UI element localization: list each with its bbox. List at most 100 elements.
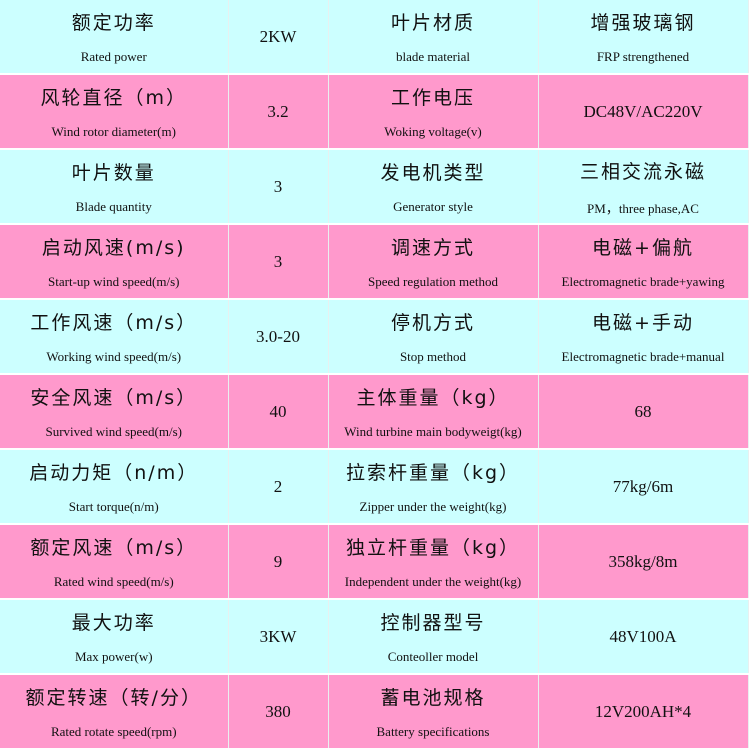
param-value-2: 358kg/8m — [538, 524, 749, 600]
param-name-1: 额定转速（转/分） Rated rotate speed(rpm) — [0, 674, 229, 750]
param-value-2-value: 358kg/8m — [608, 551, 678, 571]
param-value-2-en: PM，three phase,AC — [587, 200, 699, 216]
param-value-2-value: 68 — [634, 401, 652, 421]
param-name-2: 蓄电池规格 Battery specifications — [328, 674, 539, 750]
param-name-2: 主体重量（kg） Wind turbine main bodyweigt(kg) — [328, 374, 539, 450]
param-name-2: 发电机类型 Generator style — [328, 149, 539, 225]
param-name-2-en: Conteoller model — [387, 649, 479, 664]
param-name-2-zh: 发电机类型 — [380, 162, 486, 184]
table-row: 额定转速（转/分） Rated rotate speed(rpm) 380 蓄电池规格… — [0, 674, 749, 750]
param-name-2-zh: 工作电压 — [390, 87, 475, 109]
param-value-2-en: Electromagnetic brade+manual — [561, 349, 725, 364]
param-value-1-value: 2KW — [259, 26, 297, 46]
param-name-1-en: Blade quantity — [75, 199, 152, 214]
param-value-1: 3.0-20 — [228, 299, 329, 375]
param-name-1: 最大功率 Max power(w) — [0, 599, 229, 675]
param-value-2: DC48V/AC220V — [538, 74, 749, 150]
param-value-2: 68 — [538, 374, 749, 450]
param-name-1: 启动力矩（n/m） Start torque(n/m) — [0, 449, 229, 525]
param-name-2-zh: 拉索杆重量（kg） — [345, 462, 521, 484]
param-name-1-zh: 额定功率 — [71, 12, 156, 34]
param-name-2: 停机方式 Stop method — [328, 299, 539, 375]
param-name-1-en: Max power(w) — [74, 649, 153, 664]
param-value-2-zh: 增强玻璃钢 — [590, 12, 696, 34]
param-name-2: 控制器型号 Conteoller model — [328, 599, 539, 675]
param-name-2-zh: 蓄电池规格 — [380, 687, 486, 709]
param-name-1-zh: 安全风速（m/s） — [30, 387, 198, 409]
param-value-2: 77kg/6m — [538, 449, 749, 525]
param-value-2: 增强玻璃钢 FRP strengthened — [538, 0, 749, 75]
param-value-1-value: 3KW — [259, 626, 297, 646]
param-name-1-en: Rated rotate speed(rpm) — [50, 724, 177, 739]
param-value-2-value: 77kg/6m — [612, 476, 674, 496]
table-row: 安全风速（m/s） Survived wind speed(m/s) 40 主体重量（… — [0, 374, 749, 450]
param-value-2-zh: 电磁+手动 — [592, 312, 694, 334]
param-name-2-en: Woking voltage(v) — [384, 124, 482, 139]
param-name-1: 额定功率 Rated power — [0, 0, 229, 75]
param-name-2: 独立杆重量（kg） Independent under the weight(kg… — [328, 524, 539, 600]
param-name-2: 拉索杆重量（kg） Zipper under the weight(kg) — [328, 449, 539, 525]
param-value-1: 2 — [228, 449, 329, 525]
param-value-1-value: 9 — [273, 551, 283, 571]
param-name-1-en: Working wind speed(m/s) — [46, 349, 182, 364]
param-name-1-en: Rated power — [80, 49, 147, 64]
param-value-1: 3KW — [228, 599, 329, 675]
param-value-1: 3.2 — [228, 74, 329, 150]
param-value-2-en: Electromagnetic brade+yawing — [561, 274, 725, 289]
param-value-2: 48V100A — [538, 599, 749, 675]
param-name-2-zh: 控制器型号 — [380, 612, 486, 634]
table-row: 风轮直径（m） Wind rotor diameter(m) 3.2 工作电压 Woki… — [0, 74, 749, 150]
param-name-2-en: Zipper under the weight(kg) — [359, 499, 507, 514]
table-row: 启动风速(m/s) Start-up wind speed(m/s) 3 调速方式 Sp… — [0, 224, 749, 300]
param-name-1-en: Start-up wind speed(m/s) — [48, 274, 180, 289]
param-value-1: 3 — [228, 149, 329, 225]
table-row: 最大功率 Max power(w) 3KW 控制器型号 Conteoller model… — [0, 599, 749, 675]
param-value-1-value: 40 — [269, 401, 287, 421]
param-name-2-en: blade material — [396, 49, 470, 64]
param-name-1-en: Rated wind speed(m/s) — [53, 574, 174, 589]
param-name-1: 额定风速（m/s） Rated wind speed(m/s) — [0, 524, 229, 600]
param-name-2-zh: 独立杆重量（kg） — [345, 537, 521, 559]
param-value-1-value: 3.2 — [267, 101, 289, 121]
param-name-2-zh: 主体重量（kg） — [356, 387, 510, 409]
param-name-2: 调速方式 Speed regulation method — [328, 224, 539, 300]
param-value-2-zh: 电磁+偏航 — [592, 237, 694, 259]
param-value-1-value: 3.0-20 — [256, 326, 300, 346]
param-value-2-zh: 三相交流永磁 — [579, 160, 706, 183]
param-name-2-en: Stop method — [399, 349, 467, 364]
param-value-2: 三相交流永磁 PM，three phase,AC — [538, 149, 749, 225]
param-name-1-en: Start torque(n/m) — [68, 499, 159, 514]
param-name-2-zh: 调速方式 — [390, 237, 475, 259]
param-name-2-en: Independent under the weight(kg) — [344, 574, 522, 589]
param-name-1-en: Wind rotor diameter(m) — [51, 124, 176, 139]
param-name-1-zh: 额定转速（转/分） — [25, 687, 202, 709]
table-row: 工作风速（m/s） Working wind speed(m/s) 3.0-20 停机… — [0, 299, 749, 375]
param-name-2: 叶片材质 blade material — [328, 0, 539, 75]
param-name-2-en: Speed regulation method — [368, 274, 498, 289]
param-value-1: 40 — [228, 374, 329, 450]
param-name-2-en: Battery specifications — [376, 724, 490, 739]
param-name-1-zh: 启动风速(m/s) — [41, 237, 186, 259]
param-name-1-en: Survived wind speed(m/s) — [45, 424, 182, 439]
table-row: 额定风速（m/s） Rated wind speed(m/s) 9 独立杆重量（kg）… — [0, 524, 749, 600]
param-name-1-zh: 启动力矩（n/m） — [29, 462, 199, 484]
param-name-1-zh: 最大功率 — [71, 612, 156, 634]
param-name-1: 安全风速（m/s） Survived wind speed(m/s) — [0, 374, 229, 450]
table-row: 启动力矩（n/m） Start torque(n/m) 2 拉索杆重量（kg） Zipp… — [0, 449, 749, 525]
param-value-1-value: 3 — [273, 251, 283, 271]
param-name-1-zh: 叶片数量 — [71, 162, 156, 184]
param-value-1: 380 — [228, 674, 329, 750]
param-value-1-value: 380 — [265, 701, 291, 721]
param-name-2-en: Wind turbine main bodyweigt(kg) — [344, 424, 522, 439]
param-name-2-zh: 叶片材质 — [390, 12, 475, 34]
param-value-1-value: 3 — [273, 176, 283, 196]
param-value-2: 电磁+手动 Electromagnetic brade+manual — [538, 299, 749, 375]
param-value-2: 电磁+偏航 Electromagnetic brade+yawing — [538, 224, 749, 300]
param-name-1-zh: 额定风速（m/s） — [30, 537, 198, 559]
table-row: 额定功率 Rated power 2KW 叶片材质 blade material 增强玻璃… — [0, 0, 749, 75]
param-value-1: 2KW — [228, 0, 329, 75]
param-name-2-zh: 停机方式 — [390, 312, 475, 334]
param-value-2-en: FRP strengthened — [596, 49, 690, 64]
param-value-1-value: 2 — [273, 476, 283, 496]
